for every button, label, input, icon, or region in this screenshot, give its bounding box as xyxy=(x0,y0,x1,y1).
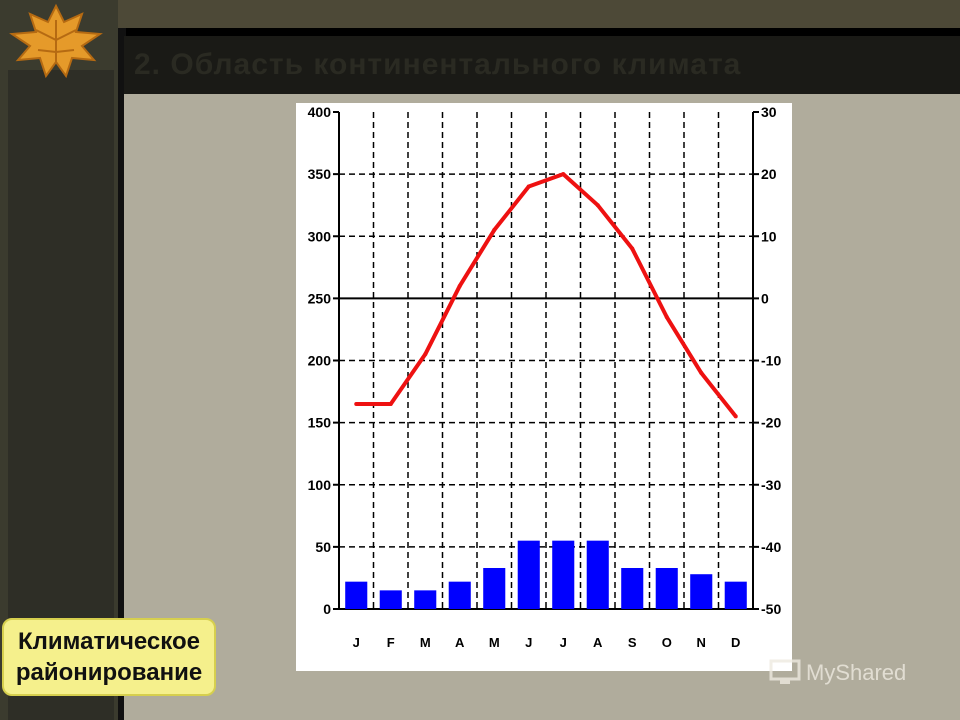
temperature-point xyxy=(664,315,669,320)
temperature-point xyxy=(354,401,359,406)
month-label: M xyxy=(420,635,431,650)
watermark: MyShared xyxy=(768,658,906,688)
precipitation-bar xyxy=(724,581,747,609)
title-band xyxy=(124,36,960,94)
left-tick-label: 200 xyxy=(308,353,332,369)
left-tick-label: 50 xyxy=(315,539,331,555)
month-label: N xyxy=(697,635,706,650)
climate-chart-svg: 0 50 100 150 200 250 300 350 400 -50 -40 -30 -20 -10 0… xyxy=(308,104,782,650)
temperature-point xyxy=(492,228,497,233)
left-sidebar-inner xyxy=(8,70,114,720)
right-tick-label: -40 xyxy=(761,539,781,555)
top-band xyxy=(0,0,960,28)
slide-title: 2. Область континентального климата xyxy=(134,48,742,81)
right-tick-label: 20 xyxy=(761,166,777,182)
precipitation-bar xyxy=(483,567,506,609)
temperature-point xyxy=(388,401,393,406)
temperature-point xyxy=(423,352,428,357)
left-tick-label: 0 xyxy=(323,601,331,617)
monitor-icon xyxy=(769,659,801,684)
left-tick-label: 100 xyxy=(308,477,332,493)
topic-label-line1: Климатическое xyxy=(18,627,200,655)
precipitation-bar xyxy=(379,590,402,609)
topic-label[interactable]: Климатическое районирование xyxy=(2,618,216,696)
temperature-point xyxy=(630,246,635,251)
temperature-point xyxy=(457,283,462,288)
right-tick-label: 0 xyxy=(761,290,769,306)
month-label: F xyxy=(387,635,395,650)
temperature-point xyxy=(595,203,600,208)
month-label: O xyxy=(662,635,672,650)
month-label: A xyxy=(455,635,465,650)
month-label: J xyxy=(353,635,360,650)
right-tick-label: 10 xyxy=(761,228,777,244)
left-sidebar xyxy=(0,0,118,720)
precipitation-bar xyxy=(655,567,678,609)
right-tick-label: -30 xyxy=(761,477,781,493)
right-tick-label: -10 xyxy=(761,353,781,369)
precipitation-bar xyxy=(586,540,609,609)
temperature-point xyxy=(561,172,566,177)
right-tick-label: -50 xyxy=(761,601,781,617)
month-label: D xyxy=(731,635,740,650)
right-tick-label: 30 xyxy=(761,104,777,120)
topic-label-line2: районирование xyxy=(15,659,203,686)
temperature-point xyxy=(526,184,531,189)
month-label: J xyxy=(525,635,532,650)
precipitation-bar xyxy=(414,590,437,609)
right-tick-label: -20 xyxy=(761,415,781,431)
autumn-leaf-icon xyxy=(9,3,103,79)
left-tick-label: 400 xyxy=(308,104,332,120)
divider xyxy=(118,28,126,720)
temperature-line xyxy=(356,172,738,418)
watermark-text: MyShared xyxy=(806,660,907,685)
month-label: J xyxy=(560,635,567,650)
temperature-point xyxy=(733,414,738,419)
month-label: M xyxy=(489,635,500,650)
precipitation-bar xyxy=(621,567,644,609)
left-tick-label: 350 xyxy=(308,166,332,182)
precipitation-bar xyxy=(448,581,471,609)
precipitation-bar xyxy=(690,574,713,609)
precipitation-bar xyxy=(552,540,575,609)
climate-chart: 0 50 100 150 200 250 300 350 400 -50 -40 -30 -20 -10 0… xyxy=(296,103,792,671)
month-label: S xyxy=(628,635,637,650)
precipitation-bar xyxy=(517,540,540,609)
left-tick-label: 300 xyxy=(308,228,332,244)
left-tick-label: 150 xyxy=(308,415,332,431)
temperature-point xyxy=(699,370,704,375)
month-label: A xyxy=(593,635,603,650)
precipitation-bar xyxy=(345,581,368,609)
left-tick-label: 250 xyxy=(308,290,332,306)
